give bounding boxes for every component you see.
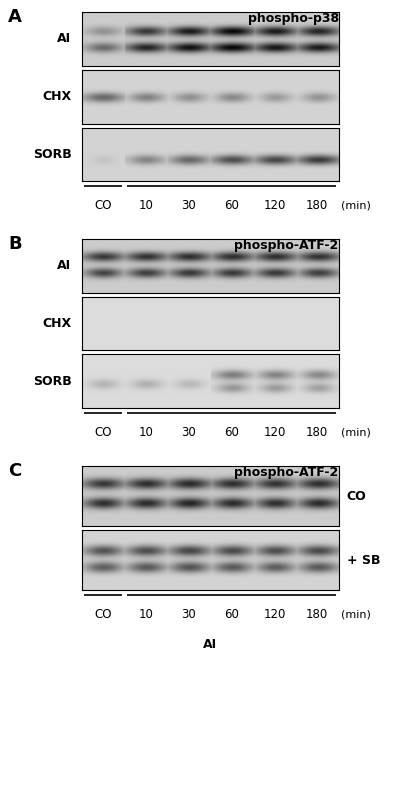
Text: SORB: SORB: [33, 148, 71, 161]
Text: 10: 10: [138, 426, 153, 439]
Text: 120: 120: [263, 426, 286, 439]
Text: (min): (min): [341, 610, 370, 620]
Text: 10: 10: [138, 199, 153, 213]
Text: B: B: [8, 235, 22, 253]
Text: (min): (min): [341, 427, 370, 438]
Text: 30: 30: [181, 199, 196, 213]
Text: CHX: CHX: [42, 317, 71, 330]
Text: phospho-p38: phospho-p38: [248, 12, 339, 25]
Text: AI: AI: [57, 259, 71, 273]
Text: 180: 180: [306, 199, 328, 213]
Text: phospho-ATF-2: phospho-ATF-2: [234, 239, 339, 252]
Text: C: C: [8, 462, 21, 480]
Text: 60: 60: [224, 608, 239, 622]
Text: CO: CO: [94, 199, 112, 213]
Text: SORB: SORB: [33, 375, 71, 388]
Text: 180: 180: [306, 426, 328, 439]
Text: 60: 60: [224, 199, 239, 213]
Text: + SB: + SB: [347, 553, 380, 567]
Text: AI: AI: [203, 638, 217, 650]
Text: 120: 120: [263, 608, 286, 622]
Text: CHX: CHX: [42, 90, 71, 103]
Text: CO: CO: [347, 489, 366, 503]
Text: (min): (min): [341, 200, 370, 211]
Text: A: A: [8, 8, 22, 26]
Text: 180: 180: [306, 608, 328, 622]
Text: 30: 30: [181, 426, 196, 439]
Text: 10: 10: [138, 608, 153, 622]
Text: 60: 60: [224, 426, 239, 439]
Text: CO: CO: [94, 608, 112, 622]
Text: 30: 30: [181, 608, 196, 622]
Text: 120: 120: [263, 199, 286, 213]
Text: AI: AI: [57, 32, 71, 46]
Text: CO: CO: [94, 426, 112, 439]
Text: phospho-ATF-2: phospho-ATF-2: [234, 466, 339, 479]
